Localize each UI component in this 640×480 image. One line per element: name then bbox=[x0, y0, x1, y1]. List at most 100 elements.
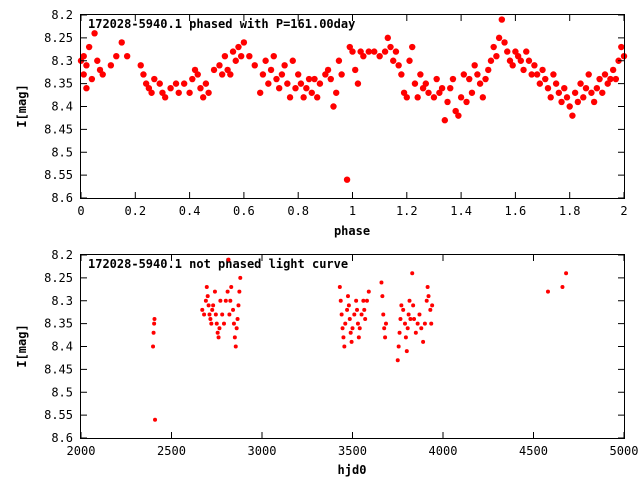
phased-data-point bbox=[303, 85, 310, 92]
phased-data-point bbox=[327, 75, 334, 83]
raw-y-axis-label: I[mag] bbox=[15, 324, 29, 367]
phased-data-point bbox=[528, 71, 535, 78]
raw-data-point bbox=[564, 271, 569, 276]
phased-data-point bbox=[569, 112, 576, 119]
raw-x-tick-label: 4000 bbox=[429, 444, 458, 458]
phased-data-point bbox=[262, 57, 269, 64]
raw-data-point bbox=[356, 335, 361, 340]
phased-data-point bbox=[558, 98, 565, 106]
raw-data-point bbox=[341, 335, 346, 340]
phased-data-point bbox=[466, 75, 473, 83]
raw-data-point bbox=[235, 317, 240, 322]
raw-data-point bbox=[348, 330, 353, 335]
phased-data-point bbox=[485, 66, 492, 74]
raw-data-point bbox=[151, 344, 156, 349]
phased-data-point bbox=[80, 71, 87, 78]
phased-data-point bbox=[221, 52, 229, 60]
raw-data-point bbox=[354, 298, 359, 303]
phased-data-point bbox=[227, 71, 234, 78]
phased-x-tick-label: 0.4 bbox=[179, 204, 201, 218]
phased-x-tick-label: 0 bbox=[77, 204, 84, 218]
raw-y-tick-label: 8.45 bbox=[44, 362, 73, 376]
raw-data-point bbox=[210, 307, 215, 312]
raw-x-tick-label: 3500 bbox=[338, 444, 367, 458]
raw-data-point bbox=[381, 312, 386, 317]
raw-data-point bbox=[340, 326, 345, 331]
phased-data-point bbox=[235, 43, 242, 51]
raw-data-point bbox=[398, 317, 403, 322]
phased-data-point bbox=[305, 75, 313, 83]
phased-data-point bbox=[479, 94, 487, 101]
phased-x-tick-label: 1.6 bbox=[505, 204, 527, 218]
phased-x-tick-label: 1 bbox=[349, 204, 356, 218]
raw-data-point bbox=[204, 285, 209, 290]
phased-data-point bbox=[504, 48, 511, 55]
phased-data-point bbox=[563, 94, 571, 101]
raw-data-point bbox=[364, 298, 369, 303]
phased-data-point bbox=[376, 52, 383, 60]
raw-data-point bbox=[419, 326, 424, 331]
phased-data-point bbox=[555, 89, 563, 96]
raw-data-point bbox=[421, 339, 426, 344]
phased-data-point bbox=[246, 52, 253, 60]
phased-data-point bbox=[275, 85, 283, 92]
phased-data-point bbox=[523, 48, 530, 55]
raw-data-point bbox=[410, 271, 415, 276]
phased-data-point bbox=[411, 80, 419, 87]
raw-data-point bbox=[339, 312, 344, 317]
raw-data-point bbox=[208, 317, 213, 322]
raw-x-tick-label: 2500 bbox=[157, 444, 186, 458]
raw-data-point bbox=[345, 307, 350, 312]
raw-data-point bbox=[217, 326, 222, 331]
raw-data-point bbox=[152, 317, 157, 322]
raw-data-point bbox=[338, 298, 343, 303]
phased-data-point bbox=[531, 62, 538, 69]
raw-data-point bbox=[342, 344, 347, 349]
phased-data-point bbox=[455, 112, 462, 119]
phased-light-curve-panel: 172028-5940.1 phased with P=161.00day 0 0… bbox=[15, 8, 628, 238]
phased-data-point bbox=[286, 94, 294, 101]
phased-data-point bbox=[520, 66, 527, 74]
phased-data-point bbox=[517, 57, 525, 64]
raw-data-point bbox=[379, 280, 384, 285]
phased-data-point bbox=[425, 89, 432, 96]
phased-data-point bbox=[525, 57, 533, 64]
phased-data-point bbox=[493, 52, 500, 60]
raw-data-point bbox=[382, 326, 387, 331]
phased-y-tick-label: 8.2 bbox=[51, 8, 73, 22]
phased-data-point bbox=[392, 48, 400, 55]
raw-data-point bbox=[221, 321, 226, 326]
raw-data-point bbox=[363, 317, 368, 322]
phased-data-point bbox=[387, 43, 394, 51]
phased-data-point bbox=[338, 71, 345, 78]
raw-data-point bbox=[226, 257, 231, 262]
phased-data-point bbox=[487, 57, 495, 64]
phased-x-tick-label: 0.2 bbox=[124, 204, 146, 218]
raw-data-point bbox=[346, 303, 351, 308]
phased-x-tick-label: 2 bbox=[620, 204, 627, 218]
raw-data-point bbox=[405, 326, 410, 331]
phased-data-point bbox=[482, 75, 489, 83]
phased-data-point bbox=[308, 89, 315, 96]
raw-data-point bbox=[229, 285, 234, 290]
phased-data-point bbox=[140, 71, 147, 78]
phased-data-point bbox=[609, 66, 617, 74]
phased-data-point bbox=[395, 62, 402, 69]
phased-data-point bbox=[205, 89, 212, 96]
phased-data-point bbox=[571, 89, 579, 96]
phased-data-point bbox=[297, 80, 305, 87]
phased-data-point bbox=[180, 80, 188, 87]
raw-data-point bbox=[383, 335, 388, 340]
phased-data-point bbox=[417, 71, 424, 78]
phased-y-tick-label: 8.45 bbox=[44, 122, 73, 136]
raw-data-point bbox=[404, 349, 409, 354]
phased-data-point bbox=[444, 98, 451, 106]
phased-data-point bbox=[333, 89, 340, 96]
raw-data-point bbox=[214, 321, 219, 326]
phased-data-point bbox=[544, 85, 552, 92]
phased-data-point bbox=[237, 52, 245, 60]
raw-data-point bbox=[206, 303, 211, 308]
raw-data-point bbox=[202, 312, 207, 317]
raw-data-point bbox=[560, 285, 565, 290]
phased-y-tick-label: 8.4 bbox=[51, 100, 73, 114]
